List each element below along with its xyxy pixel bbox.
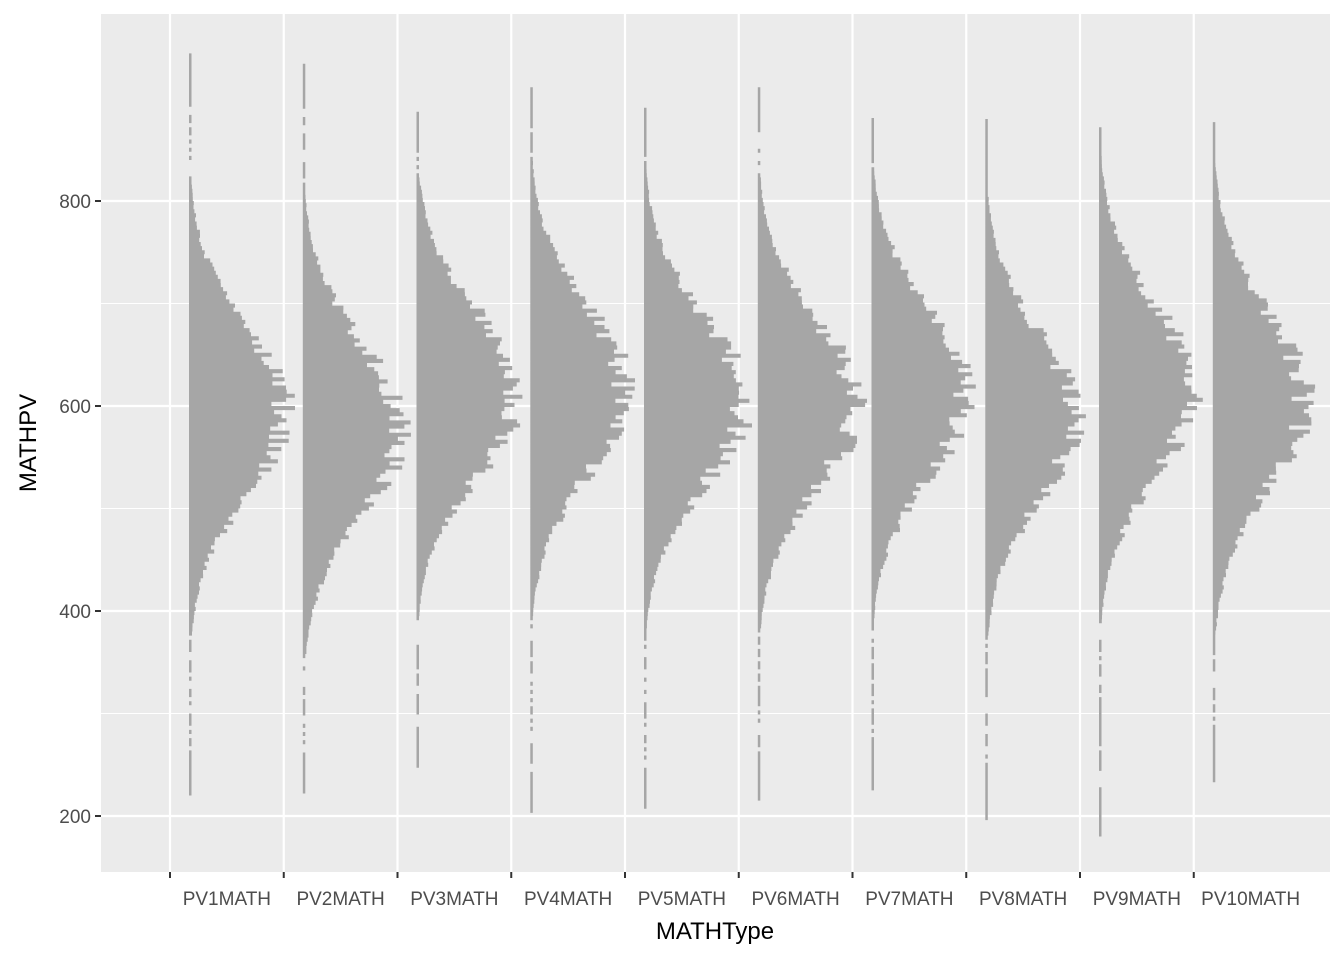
x-tick-label: PV7MATH [865, 889, 953, 910]
y-tick-label: 200 [59, 807, 91, 828]
x-tick-label: PV10MATH [1201, 889, 1300, 910]
y-tick-label: 800 [59, 192, 91, 213]
x-tick-label: PV6MATH [751, 889, 839, 910]
x-tick-label: PV9MATH [1093, 889, 1181, 910]
x-axis-title: MATHType [656, 918, 774, 945]
x-tick-label: PV8MATH [979, 889, 1067, 910]
histogram-bars [189, 53, 1316, 837]
x-tick-label: PV2MATH [296, 889, 384, 910]
x-tick-label: PV3MATH [410, 889, 498, 910]
x-tick-label: PV1MATH [183, 889, 271, 910]
x-axis-ticks: PV1MATH PV2MATH PV3MATH PV4MATH PV5MATH PV6MA… [169, 872, 1300, 910]
histogram-pv2math [302, 63, 411, 794]
histogram-pv5math [644, 107, 752, 809]
y-tick-label: 400 [59, 602, 91, 623]
histogram-pv3math [416, 111, 523, 768]
x-tick-label: PV5MATH [638, 889, 726, 910]
histogram-pv1math [189, 53, 295, 796]
histogram-pv7math [871, 118, 976, 791]
histogram-pv10math [1212, 122, 1316, 783]
histogram-pv6math [757, 87, 867, 801]
histogram-pv4math [530, 87, 635, 813]
y-axis-ticks: 200 400 600 800 [59, 192, 101, 828]
y-axis-title: MATHPV [15, 394, 42, 492]
histogram-pv8math [985, 119, 1086, 821]
histogram-pv9math [1099, 127, 1203, 837]
y-tick-label: 600 [59, 397, 91, 418]
x-tick-label: PV4MATH [524, 889, 612, 910]
